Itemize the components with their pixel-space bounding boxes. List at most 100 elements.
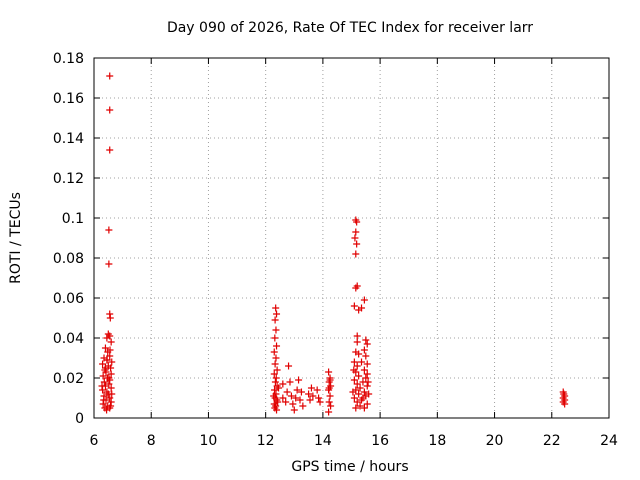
data-point <box>355 390 363 398</box>
data-point <box>353 332 361 340</box>
x-tick-label: 10 <box>200 433 218 449</box>
data-point <box>103 356 111 364</box>
data-point <box>353 240 361 248</box>
data-point <box>352 284 360 292</box>
x-tick-label: 16 <box>371 433 389 449</box>
data-point <box>107 338 115 346</box>
y-tick-label: 0.12 <box>53 171 84 187</box>
data-point <box>287 392 295 400</box>
data-point <box>358 304 366 312</box>
data-point <box>352 404 360 412</box>
data-point <box>356 402 364 410</box>
data-point <box>325 408 333 416</box>
y-tick-label: 0.04 <box>53 331 84 347</box>
data-point <box>105 260 113 268</box>
data-point <box>295 376 303 384</box>
data-point <box>279 380 287 388</box>
y-tick-label: 0.18 <box>53 51 84 67</box>
data-point <box>103 406 111 414</box>
x-tick-labels: 6 8 10 12 14 16 18 20 22 24 <box>90 433 618 449</box>
y-tick-label: 0.06 <box>53 291 84 307</box>
data-point <box>351 234 359 242</box>
data-point <box>305 390 313 398</box>
data-point <box>353 398 361 406</box>
data-point <box>363 340 371 348</box>
data-point <box>283 388 291 396</box>
x-tick-label: 24 <box>600 433 618 449</box>
data-point <box>353 218 361 226</box>
data-points <box>98 72 569 416</box>
data-point <box>360 346 368 354</box>
data-point <box>271 378 279 386</box>
data-point <box>353 338 361 346</box>
x-tick-label: 20 <box>486 433 504 449</box>
data-point <box>360 388 368 396</box>
data-point <box>327 402 335 410</box>
data-point <box>108 390 116 398</box>
data-point <box>106 72 114 80</box>
data-point <box>270 370 278 378</box>
data-point <box>293 386 301 394</box>
data-point <box>100 378 108 386</box>
data-point <box>360 366 368 374</box>
data-point <box>99 372 107 380</box>
data-point <box>271 386 279 394</box>
data-point <box>363 370 371 378</box>
grid-lines <box>94 58 609 418</box>
y-tick-label: 0.16 <box>53 91 84 107</box>
data-point <box>103 334 111 342</box>
data-point <box>107 370 115 378</box>
data-point <box>560 390 568 398</box>
data-point <box>315 394 323 402</box>
data-point <box>352 250 360 258</box>
data-point <box>274 398 282 406</box>
plot-frame <box>93 57 610 419</box>
data-point <box>325 368 333 376</box>
data-point <box>282 398 290 406</box>
data-point <box>325 384 333 392</box>
data-point <box>108 358 116 366</box>
x-axis-label: GPS time / hours <box>291 459 408 475</box>
data-point <box>106 106 114 114</box>
data-point <box>273 342 281 350</box>
data-point <box>360 404 368 412</box>
data-point <box>316 398 324 406</box>
data-point <box>106 346 114 354</box>
data-point <box>353 380 361 388</box>
data-point <box>355 350 363 358</box>
chart-title: Day 090 of 2026, Rate Of TEC Index for r… <box>167 20 533 36</box>
y-tick-labels: 0 0.02 0.04 0.06 0.08 0.1 0.12 0.14 0.16 0.18 <box>53 51 84 427</box>
data-point <box>350 366 358 374</box>
data-point <box>275 384 283 392</box>
data-point <box>326 392 334 400</box>
data-point <box>363 360 371 368</box>
data-point <box>270 348 278 356</box>
data-point <box>352 228 360 236</box>
data-point <box>106 352 114 360</box>
data-point <box>271 334 279 342</box>
data-point <box>359 394 367 402</box>
data-point <box>561 400 569 408</box>
data-point <box>271 316 279 324</box>
data-point <box>289 400 297 408</box>
y-tick-label: 0.14 <box>53 131 84 147</box>
data-point <box>272 304 280 312</box>
data-point <box>279 394 287 402</box>
data-point <box>362 336 370 344</box>
data-point <box>271 360 279 368</box>
data-point <box>101 344 109 352</box>
data-point <box>350 358 358 366</box>
data-point <box>362 374 370 382</box>
y-axis-label: ROTI / TECUs <box>8 192 24 284</box>
x-tick-label: 6 <box>90 433 99 449</box>
data-point <box>273 310 281 318</box>
data-point <box>358 358 366 366</box>
data-point <box>271 404 279 412</box>
data-point <box>100 396 108 404</box>
data-point <box>299 402 307 410</box>
data-point <box>362 352 370 360</box>
data-point <box>356 384 364 392</box>
data-point <box>99 360 107 368</box>
data-point <box>364 378 372 386</box>
